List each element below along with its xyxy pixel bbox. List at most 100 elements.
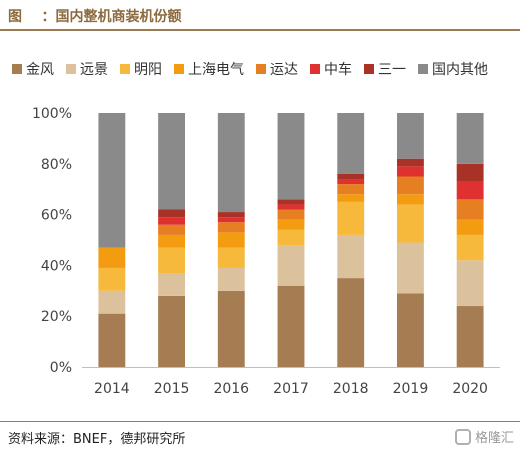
watermark: 格隆汇 — [454, 427, 514, 446]
y-tick-label: 20% — [41, 309, 72, 325]
title-separator: ： — [41, 9, 56, 25]
bar-segment — [217, 222, 245, 233]
bar-segment — [337, 173, 365, 180]
bar-segment — [396, 242, 424, 294]
watermark-text: 格隆汇 — [474, 431, 514, 446]
bar-segment — [277, 199, 305, 205]
legend-label: 三一 — [378, 62, 406, 78]
title-text: 国内整机商装机份额 — [55, 9, 182, 25]
bar-segment — [337, 234, 365, 279]
legend: 金风 远景 明阳 上海电气 运达 中车 三一 国内其他 — [12, 61, 488, 78]
bar-segment — [337, 184, 365, 195]
bar-segment — [277, 209, 305, 220]
figure-header: 图 ：国内整机商装机份额 — [0, 0, 520, 31]
bar-segment — [337, 179, 365, 185]
legend-item: 上海电气 — [174, 62, 244, 78]
legend-label: 国内其他 — [432, 62, 488, 78]
bar-segment — [396, 293, 424, 367]
legend-item: 三一 — [364, 62, 406, 78]
bar-segment — [277, 219, 305, 230]
bar-segment — [337, 278, 365, 367]
bar-segment — [396, 176, 424, 195]
x-tick-label: 2020 — [452, 381, 488, 397]
legend-swatch — [12, 64, 22, 74]
bar-segment — [456, 199, 484, 220]
x-tick-label: 2017 — [273, 381, 309, 397]
stacked-bar-chart: 金风 远景 明阳 上海电气 运达 中车 三一 国内其他 0% 20% 40% 60% 80% 100% 20… — [12, 61, 500, 397]
watermark-logo-icon — [454, 428, 471, 445]
legend-label: 明阳 — [134, 62, 162, 78]
bar-segment — [98, 247, 126, 268]
bar-segment — [456, 181, 484, 200]
legend-label: 远景 — [80, 62, 108, 78]
legend-swatch — [120, 64, 130, 74]
x-tick-label: 2015 — [154, 381, 190, 397]
bar-segment — [277, 113, 305, 200]
y-tick-label: 80% — [41, 157, 72, 173]
legend-item: 运达 — [256, 62, 298, 78]
bar-segment — [158, 209, 186, 218]
legend-label: 金风 — [26, 62, 54, 78]
y-tick-label: 40% — [41, 258, 72, 274]
y-tick-label: 100% — [32, 106, 72, 122]
bar-segment — [98, 113, 126, 248]
legend-label: 中车 — [324, 61, 352, 78]
x-tick-label: 2018 — [333, 381, 369, 397]
bar-segment — [456, 260, 484, 307]
legend-item: 中车 — [310, 61, 352, 78]
figure-title: 图 ：国内整机商装机份额 — [8, 6, 182, 26]
x-tick-label: 2019 — [393, 381, 429, 397]
bar-segment — [158, 234, 186, 248]
bar-segment — [456, 163, 484, 182]
bar-segment — [158, 224, 186, 235]
footer-divider — [0, 421, 520, 422]
bar-segment — [158, 273, 186, 296]
bar-segment — [396, 194, 424, 205]
bar-segment — [217, 247, 245, 268]
bar-segment — [456, 219, 484, 235]
bar-segment — [277, 285, 305, 367]
y-tick-label: 0% — [50, 360, 72, 376]
legend-item: 明阳 — [120, 62, 162, 78]
legend-swatch — [256, 64, 266, 74]
header-divider — [0, 29, 520, 31]
bar-segment — [456, 234, 484, 261]
bar-segment — [396, 113, 424, 159]
bar-segment — [98, 313, 126, 367]
bar-segment — [217, 290, 245, 367]
bar-segment — [277, 229, 305, 246]
legend-item: 远景 — [66, 62, 108, 78]
bar-segment — [158, 295, 186, 367]
bar-segment — [158, 217, 186, 225]
bar-segment — [217, 232, 245, 248]
legend-swatch — [66, 64, 76, 74]
bar-segment — [217, 267, 245, 291]
y-tick-label: 60% — [41, 208, 72, 224]
legend-swatch — [310, 64, 320, 74]
bar-segment — [217, 217, 245, 223]
bar-segment — [396, 166, 424, 177]
source-note: 资料来源：BNEF，德邦研究所 — [8, 432, 186, 447]
bar-segment — [396, 204, 424, 243]
legend-swatch — [418, 64, 428, 74]
chart-area: 金风 远景 明阳 上海电气 运达 中车 三一 国内其他 0% 20% 40% 60% 80% 100% 20… — [0, 40, 520, 410]
bar-segment — [277, 245, 305, 286]
legend-label: 运达 — [270, 62, 298, 78]
bar-segment — [456, 113, 484, 164]
x-tick-label: 2016 — [213, 381, 249, 397]
legend-item: 金风 — [12, 62, 54, 78]
bar-segment — [337, 201, 365, 235]
legend-item: 国内其他 — [418, 62, 488, 78]
legend-swatch — [364, 64, 374, 74]
bar-segment — [396, 158, 424, 167]
figure-label: 图 — [8, 9, 22, 25]
bar-segment — [158, 113, 186, 210]
bar-segment — [337, 194, 365, 202]
bar-segment — [217, 212, 245, 218]
bar-segment — [98, 290, 126, 314]
bar-segment — [277, 204, 305, 210]
bar-segment — [158, 247, 186, 274]
bar-segment — [98, 267, 126, 291]
x-tick-label: 2014 — [94, 381, 130, 397]
bar-segment — [456, 306, 484, 367]
